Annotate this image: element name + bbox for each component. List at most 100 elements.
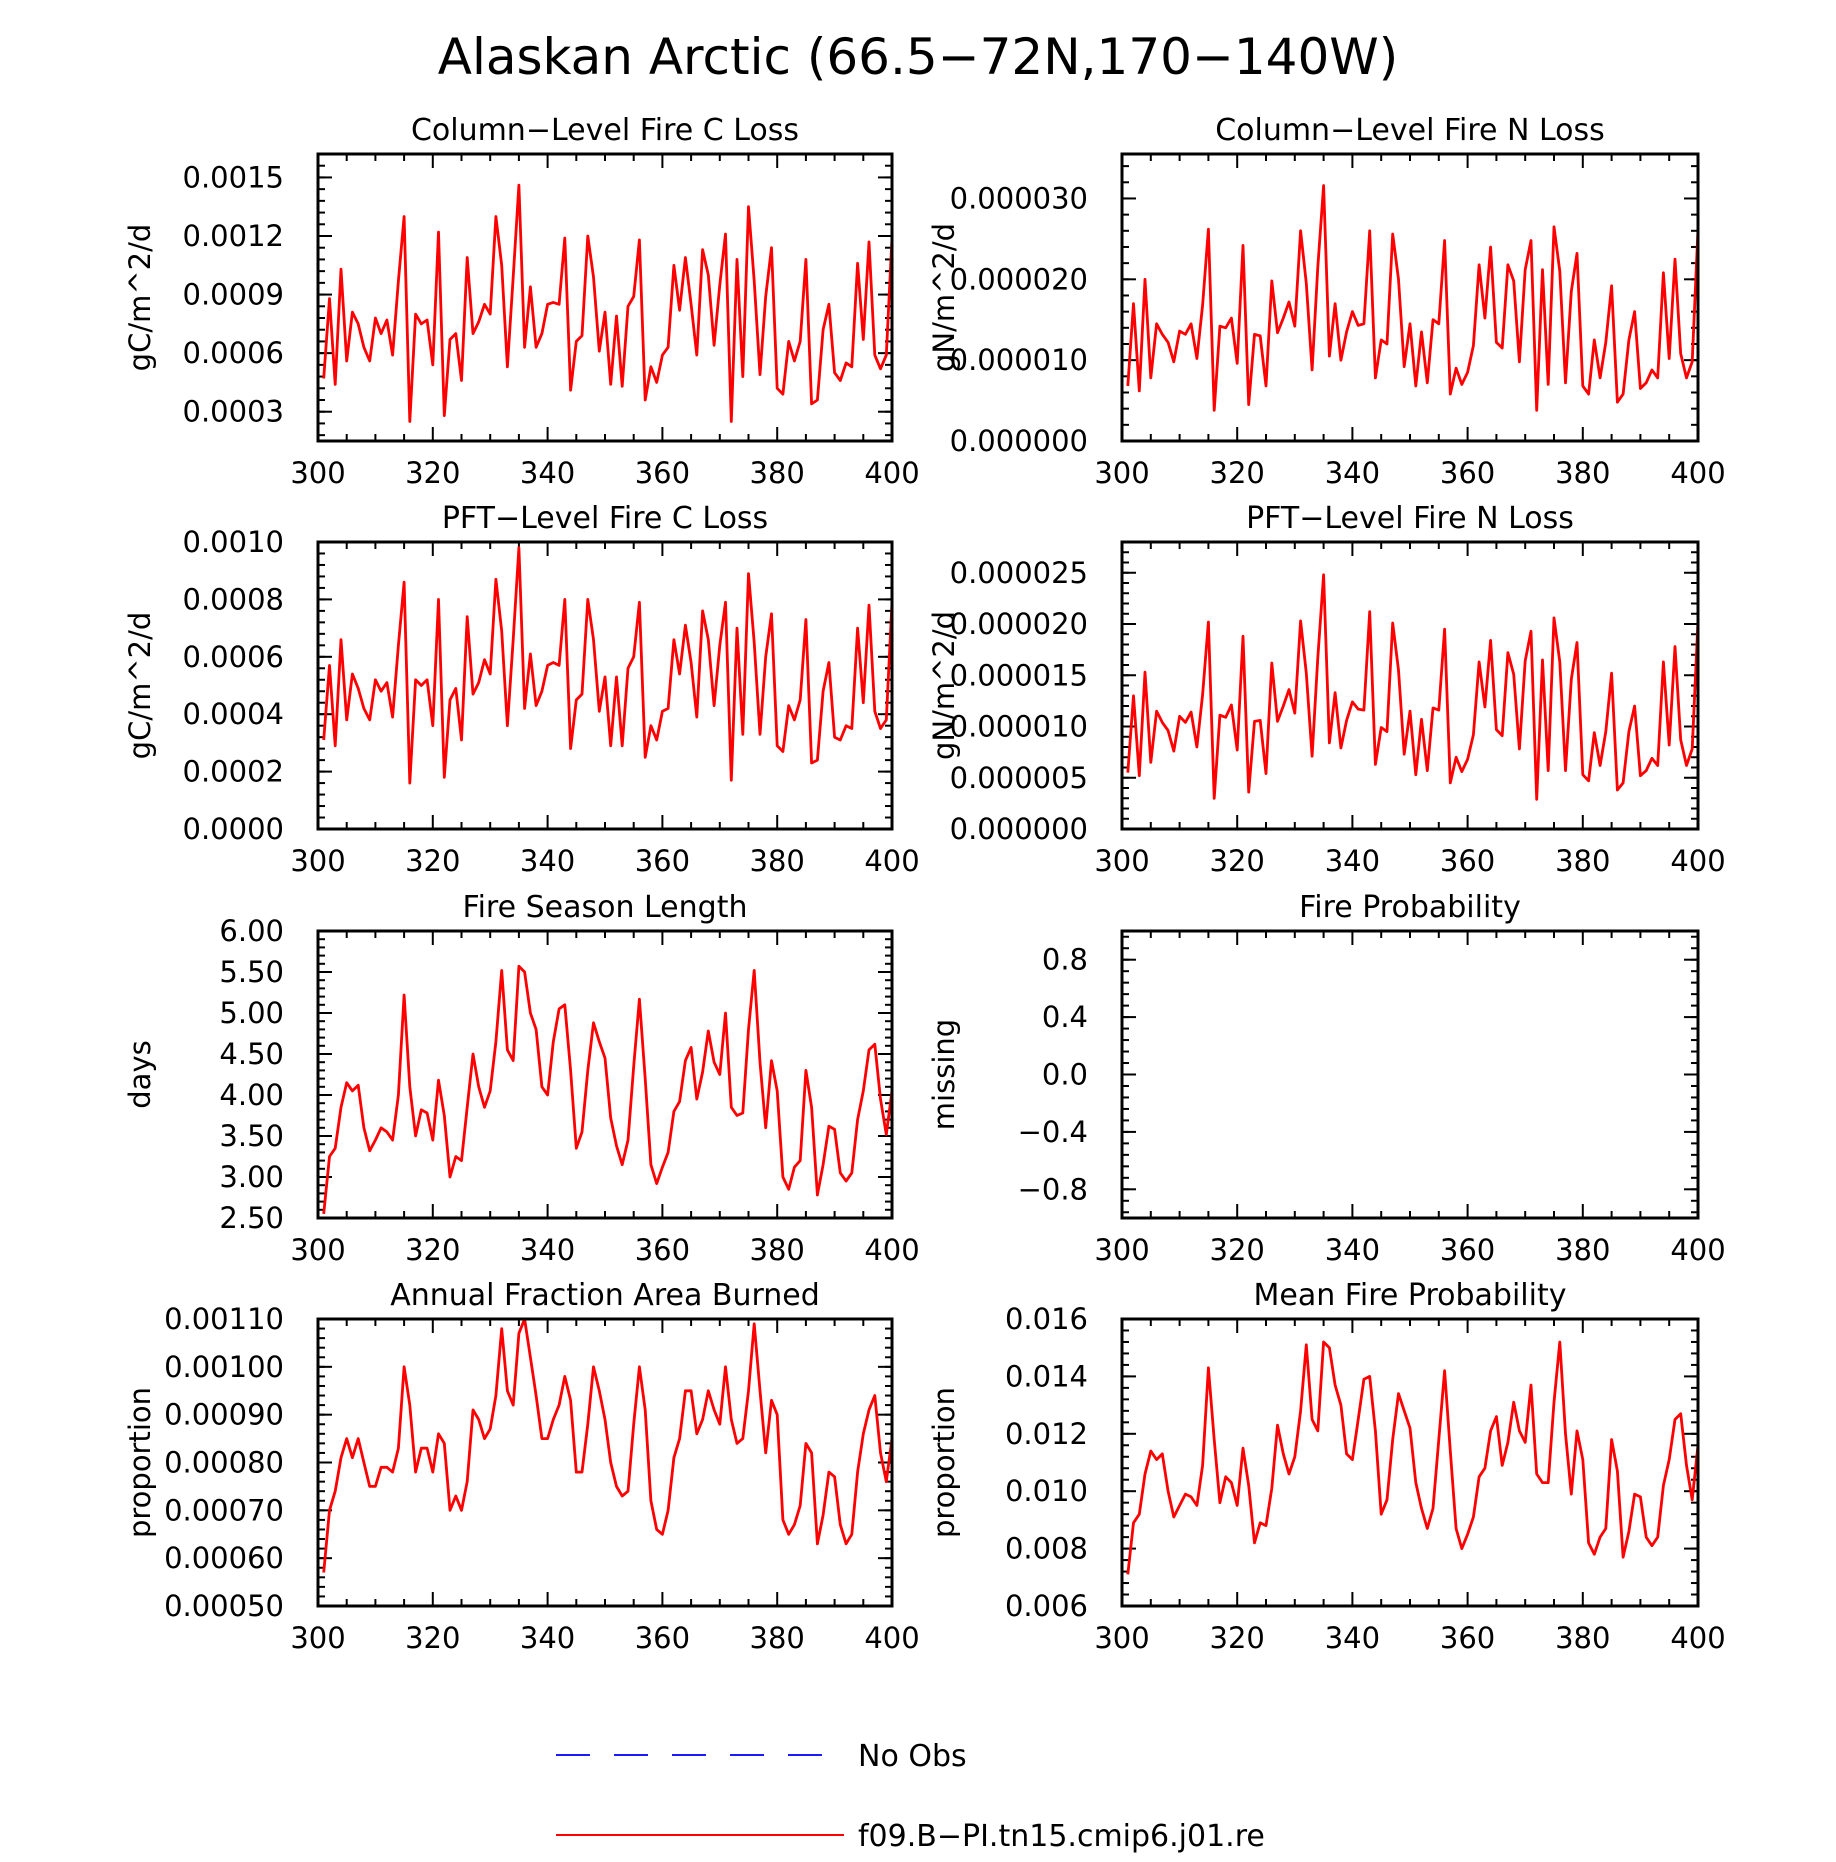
plot-frame xyxy=(1120,152,1700,443)
x-tick-label: 320 xyxy=(405,1233,460,1267)
y-axis-label: gC/m^2/d xyxy=(123,612,157,760)
y-axis-label: gN/m^2/d xyxy=(927,611,961,760)
x-tick-label: 320 xyxy=(405,456,460,490)
y-tick-label: 0.000000 xyxy=(950,812,1088,846)
x-tick-label: 340 xyxy=(1325,456,1380,490)
y-tick-label: 5.50 xyxy=(219,955,284,989)
y-tick-label: 5.00 xyxy=(219,996,284,1030)
legend-label-no-obs: No Obs xyxy=(858,1739,967,1774)
panel-title: Fire Season Length xyxy=(463,890,748,925)
x-tick-label: 380 xyxy=(750,1621,805,1655)
x-tick-label: 400 xyxy=(1670,844,1725,878)
y-tick-label: 0.000005 xyxy=(950,761,1088,795)
y-tick-label: 0.0000 xyxy=(183,812,284,846)
x-tick-label: 360 xyxy=(635,1621,690,1655)
x-tick-label: 380 xyxy=(1555,844,1610,878)
chart-panel-mean-fire-probability: Mean Fire Probability 300 320 340 360 380 400 0… xyxy=(927,1278,1726,1655)
x-tick-label: 400 xyxy=(864,1621,919,1655)
x-tick-label: 300 xyxy=(1094,844,1149,878)
y-tick-label: 0.016 xyxy=(1005,1302,1088,1336)
chart-panel-pft-level-fire-n-loss: PFT−Level Fire N Loss 300 320 340 360 380 400 0… xyxy=(927,501,1726,878)
series-line xyxy=(1126,184,1700,412)
series-line xyxy=(322,964,894,1215)
y-tick-label: 0.006 xyxy=(1005,1589,1088,1623)
y-tick-label: 0.0008 xyxy=(183,582,284,616)
series-line xyxy=(1126,573,1700,801)
y-tick-label: 0.0002 xyxy=(183,755,284,789)
y-axis-label: days xyxy=(123,1040,157,1108)
x-tick-label: 320 xyxy=(1210,1233,1265,1267)
plot-frame xyxy=(316,152,894,443)
x-tick-label: 340 xyxy=(1325,1233,1380,1267)
x-tick-label: 300 xyxy=(1094,1233,1149,1267)
x-tick-label: 380 xyxy=(750,1233,805,1267)
y-tick-label: 0.0006 xyxy=(183,336,284,370)
y-tick-label: 0.4 xyxy=(1042,1000,1088,1034)
y-tick-label: 0.000000 xyxy=(950,424,1088,458)
x-tick-label: 400 xyxy=(864,456,919,490)
y-tick-label: 0.0009 xyxy=(183,278,284,312)
chart-panel-fire-probability: Fire Probability 300 320 340 360 380 400 −0.8 −0… xyxy=(927,890,1726,1267)
chart-panel-annual-fraction-area-burned: Annual Fraction Area Burned 300 320 340 360 3… xyxy=(123,1278,920,1655)
y-axis-label: proportion xyxy=(927,1387,961,1538)
x-tick-label: 300 xyxy=(290,1233,345,1267)
y-axis-label: proportion xyxy=(123,1387,157,1538)
y-tick-label: 0.012 xyxy=(1005,1417,1088,1451)
plot-frame xyxy=(316,1317,894,1608)
figure-title: Alaskan Arctic (66.5−72N,170−140W) xyxy=(438,28,1398,86)
y-tick-label: 0.00110 xyxy=(164,1302,284,1336)
y-tick-label: 0.000015 xyxy=(950,658,1088,692)
x-tick-label: 340 xyxy=(520,1621,575,1655)
y-tick-label: 0.000025 xyxy=(950,556,1088,590)
plot-frame xyxy=(316,929,894,1220)
y-tick-label: 3.00 xyxy=(219,1160,284,1194)
x-tick-label: 400 xyxy=(1670,1621,1725,1655)
x-tick-label: 300 xyxy=(1094,1621,1149,1655)
x-tick-label: 360 xyxy=(635,844,690,878)
y-tick-label: −0.4 xyxy=(1018,1115,1088,1149)
y-tick-label: 0.000020 xyxy=(950,262,1088,296)
y-tick-label: 0.000010 xyxy=(950,710,1088,744)
x-tick-label: 360 xyxy=(1440,1233,1495,1267)
panel-title: PFT−Level Fire C Loss xyxy=(442,501,768,536)
series-line xyxy=(322,1317,894,1573)
plot-frame xyxy=(316,540,894,831)
y-tick-label: 0.00050 xyxy=(164,1589,284,1623)
y-tick-label: 0.8 xyxy=(1042,943,1088,977)
x-tick-label: 320 xyxy=(1210,1621,1265,1655)
panel-title: Column−Level Fire N Loss xyxy=(1215,113,1605,148)
x-tick-label: 340 xyxy=(520,844,575,878)
x-tick-label: 360 xyxy=(635,456,690,490)
y-tick-label: 0.0015 xyxy=(183,160,284,194)
y-tick-label: 2.50 xyxy=(219,1201,284,1235)
plot-frame xyxy=(1120,929,1700,1220)
series-line xyxy=(1126,1340,1700,1575)
y-tick-label: 0.008 xyxy=(1005,1532,1088,1566)
chart-panel-column-level-fire-c-loss: Column−Level Fire C Loss 300 320 340 360 380 4… xyxy=(123,113,920,490)
y-tick-label: 0.014 xyxy=(1005,1359,1088,1393)
chart-panel-fire-season-length: Fire Season Length 300 320 340 360 380 400 2.50… xyxy=(123,890,920,1267)
plot-frame xyxy=(1120,1317,1700,1608)
series-line xyxy=(322,546,894,785)
x-tick-label: 360 xyxy=(1440,844,1495,878)
y-axis-label: missing xyxy=(927,1019,961,1130)
y-tick-label: 0.010 xyxy=(1005,1474,1088,1508)
x-tick-label: 400 xyxy=(1670,456,1725,490)
y-axis-label: gC/m^2/d xyxy=(123,224,157,372)
chart-panels: Column−Level Fire C Loss 300 320 340 360 380 4… xyxy=(123,113,1726,1655)
x-tick-label: 400 xyxy=(1670,1233,1725,1267)
x-tick-label: 340 xyxy=(1325,1621,1380,1655)
y-tick-label: 0.000010 xyxy=(950,343,1088,377)
y-tick-label: 0.00080 xyxy=(164,1446,284,1480)
x-tick-label: 360 xyxy=(1440,456,1495,490)
y-tick-label: 0.000020 xyxy=(950,607,1088,641)
y-tick-label: 0.00060 xyxy=(164,1541,284,1575)
y-axis-label: gN/m^2/d xyxy=(927,223,961,372)
y-tick-label: 0.0012 xyxy=(183,219,284,253)
y-tick-label: 0.00100 xyxy=(164,1350,284,1384)
panel-title: Annual Fraction Area Burned xyxy=(390,1278,820,1313)
x-tick-label: 300 xyxy=(290,456,345,490)
x-tick-label: 360 xyxy=(635,1233,690,1267)
